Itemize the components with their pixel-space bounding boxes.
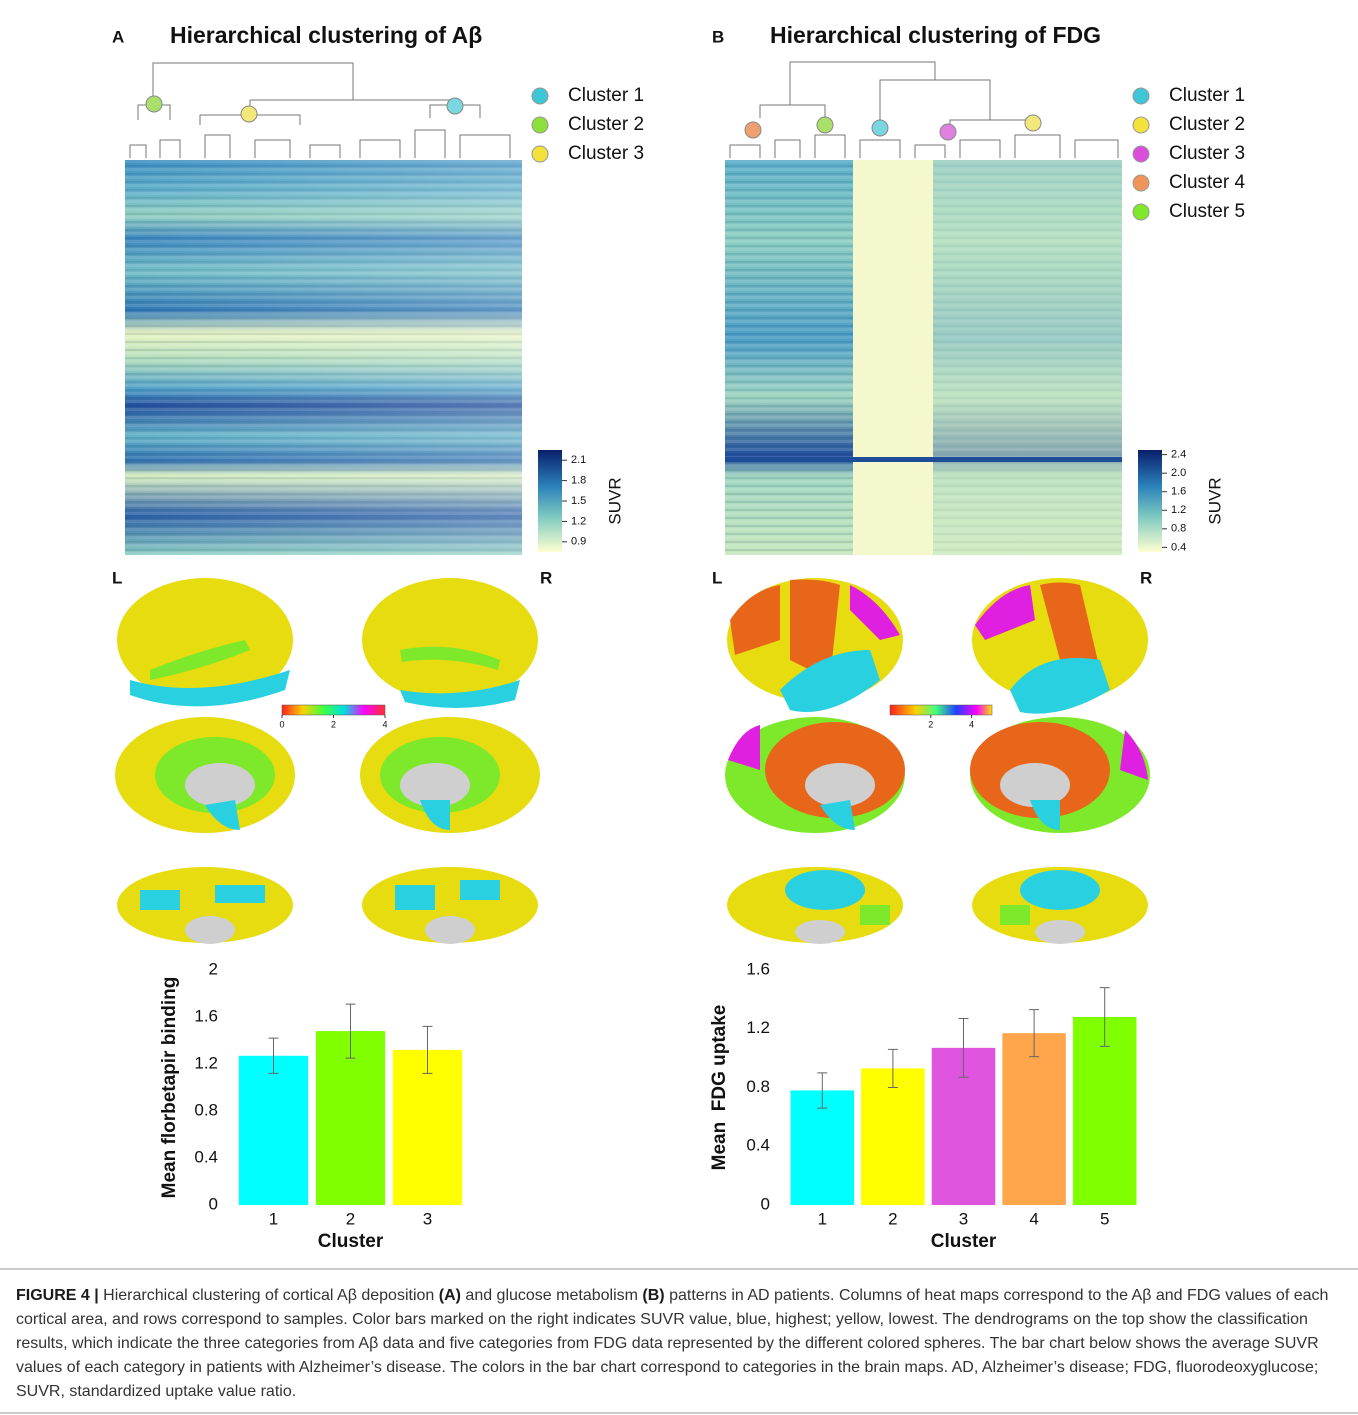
error-bar — [1029, 1009, 1040, 1058]
x-axis-label: Cluster — [318, 1231, 384, 1252]
x-tick-label: 3 — [959, 1209, 968, 1228]
y-tick-label: 0 — [209, 1194, 218, 1213]
hemisphere-label: L — [712, 568, 722, 587]
colorbar-tick-label: 1.5 — [571, 495, 586, 507]
brain-maps-a — [115, 578, 540, 944]
legend-label: Cluster 3 — [1169, 143, 1245, 164]
y-tick-label: 1.6 — [746, 959, 770, 978]
caption-label: FIGURE 4 | — [16, 1287, 99, 1304]
y-tick-label: 2 — [209, 959, 218, 978]
panel-letter: B — [712, 27, 724, 46]
figure: A Hierarchical clustering of Aβ Cluster 1 C… — [112, 22, 1245, 1252]
legend-label: Cluster 3 — [568, 143, 644, 164]
bar — [238, 1055, 309, 1205]
brain-colorbar-tick-label: 2 — [331, 719, 336, 729]
legend-swatch — [531, 145, 549, 163]
y-tick-label: 1.6 — [194, 1006, 218, 1025]
colorbar-tick-label: 1.6 — [1171, 486, 1186, 498]
legend-label: Cluster 2 — [1169, 114, 1245, 135]
legend-swatch — [1132, 87, 1150, 105]
brain-colorbar-tick-label: 4 — [382, 719, 387, 729]
y-tick-label: 0 — [761, 1194, 770, 1213]
error-bar — [958, 1017, 969, 1078]
caption-text: and glucose metabolism — [460, 1287, 643, 1304]
colorbar-label: SUVR — [1205, 477, 1224, 524]
brain-colorbar-tick-label: 4 — [969, 719, 974, 729]
x-tick-label: 4 — [1029, 1209, 1038, 1228]
legend-swatch — [1132, 145, 1150, 163]
caption-text: (B) — [642, 1287, 665, 1304]
error-bar — [345, 1003, 356, 1059]
dendrogram-nodes — [145, 95, 1042, 141]
hemisphere-label: L — [112, 568, 122, 587]
colorbar-tick-label: 0.9 — [571, 536, 586, 548]
caption-text: (A) — [438, 1287, 461, 1304]
legend-swatch — [531, 116, 549, 134]
colorbar-label: SUVR — [605, 477, 624, 524]
heatmap-b — [725, 160, 1122, 555]
legend-swatch — [1132, 116, 1150, 134]
bar — [392, 1049, 463, 1205]
x-tick-label: 2 — [346, 1209, 355, 1228]
panel-letter: A — [112, 27, 124, 46]
legend-label: Cluster 1 — [1169, 85, 1245, 106]
colorbar-tick-label: 1.2 — [571, 515, 586, 527]
brain-colorbar — [889, 704, 993, 716]
x-tick-label: 1 — [818, 1209, 827, 1228]
bar — [1072, 1017, 1137, 1205]
colorbar-tick-label: 0.4 — [1171, 541, 1186, 553]
legend-label: Cluster 2 — [568, 114, 644, 135]
panel-title: Hierarchical clustering of Aβ — [170, 22, 482, 48]
bar — [790, 1090, 855, 1205]
brain-maps-b — [725, 578, 1150, 944]
x-tick-label: 1 — [269, 1209, 278, 1228]
colorbar — [1138, 450, 1162, 552]
bar — [1002, 1033, 1066, 1205]
colorbar-tick-label: 2.0 — [1171, 467, 1186, 479]
bar — [861, 1068, 925, 1205]
legend-swatch — [531, 87, 549, 105]
x-tick-label: 5 — [1100, 1209, 1109, 1228]
caption-text: Hierarchical clustering of cortical Aβ d… — [103, 1287, 439, 1304]
error-bar — [817, 1072, 828, 1109]
colorbar-tick-label: 1.2 — [1171, 504, 1186, 516]
caption: FIGURE 4 | Hierarchical clustering of co… — [0, 1268, 1358, 1414]
x-tick-label: 2 — [888, 1209, 897, 1228]
legend-swatch — [1132, 174, 1150, 192]
error-bar — [1099, 987, 1110, 1047]
brain-colorbar-tick-label: 0 — [279, 719, 284, 729]
x-tick-label: 3 — [423, 1209, 432, 1228]
colorbar — [538, 450, 562, 552]
legend-label: Cluster 1 — [568, 85, 644, 106]
colorbar-tick-label: 2.4 — [1171, 449, 1186, 461]
error-bar — [887, 1048, 898, 1088]
bar — [315, 1031, 386, 1205]
heatmap-a — [125, 160, 522, 555]
hemisphere-label: R — [1140, 568, 1152, 587]
error-bar — [268, 1037, 279, 1074]
y-tick-label: 0.8 — [746, 1077, 770, 1096]
y-tick-label: 0.8 — [194, 1100, 218, 1119]
panel-title: Hierarchical clustering of FDG — [770, 22, 1101, 48]
y-tick-label: 0.4 — [194, 1147, 218, 1166]
brain-colorbar-tick-label: 2 — [928, 719, 933, 729]
y-axis-label: Mean FDG uptake — [709, 1005, 730, 1171]
y-tick-label: 0.4 — [746, 1136, 770, 1155]
y-axis-label: Mean florbetapir binding — [159, 977, 180, 1199]
legend-swatch — [1132, 203, 1150, 221]
x-axis-label: Cluster — [931, 1231, 997, 1252]
colorbar-tick-label: 1.8 — [571, 475, 586, 487]
y-tick-label: 1.2 — [746, 1018, 770, 1037]
caption-text: patterns in AD patients. Columns of heat… — [16, 1287, 1329, 1400]
colorbar-tick-label: 2.1 — [571, 454, 586, 466]
colorbar-tick-label: 0.8 — [1171, 523, 1186, 535]
legend-label: Cluster 5 — [1169, 201, 1245, 222]
legend-label: Cluster 4 — [1169, 172, 1245, 193]
y-tick-label: 1.2 — [194, 1053, 218, 1072]
hemisphere-label: R — [540, 568, 552, 587]
brain-colorbar — [281, 704, 386, 716]
error-bar — [422, 1025, 433, 1074]
